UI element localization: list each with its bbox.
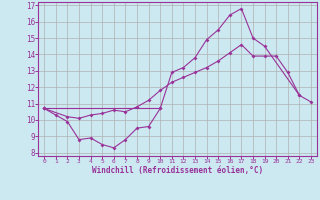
X-axis label: Windchill (Refroidissement éolien,°C): Windchill (Refroidissement éolien,°C) (92, 166, 263, 175)
